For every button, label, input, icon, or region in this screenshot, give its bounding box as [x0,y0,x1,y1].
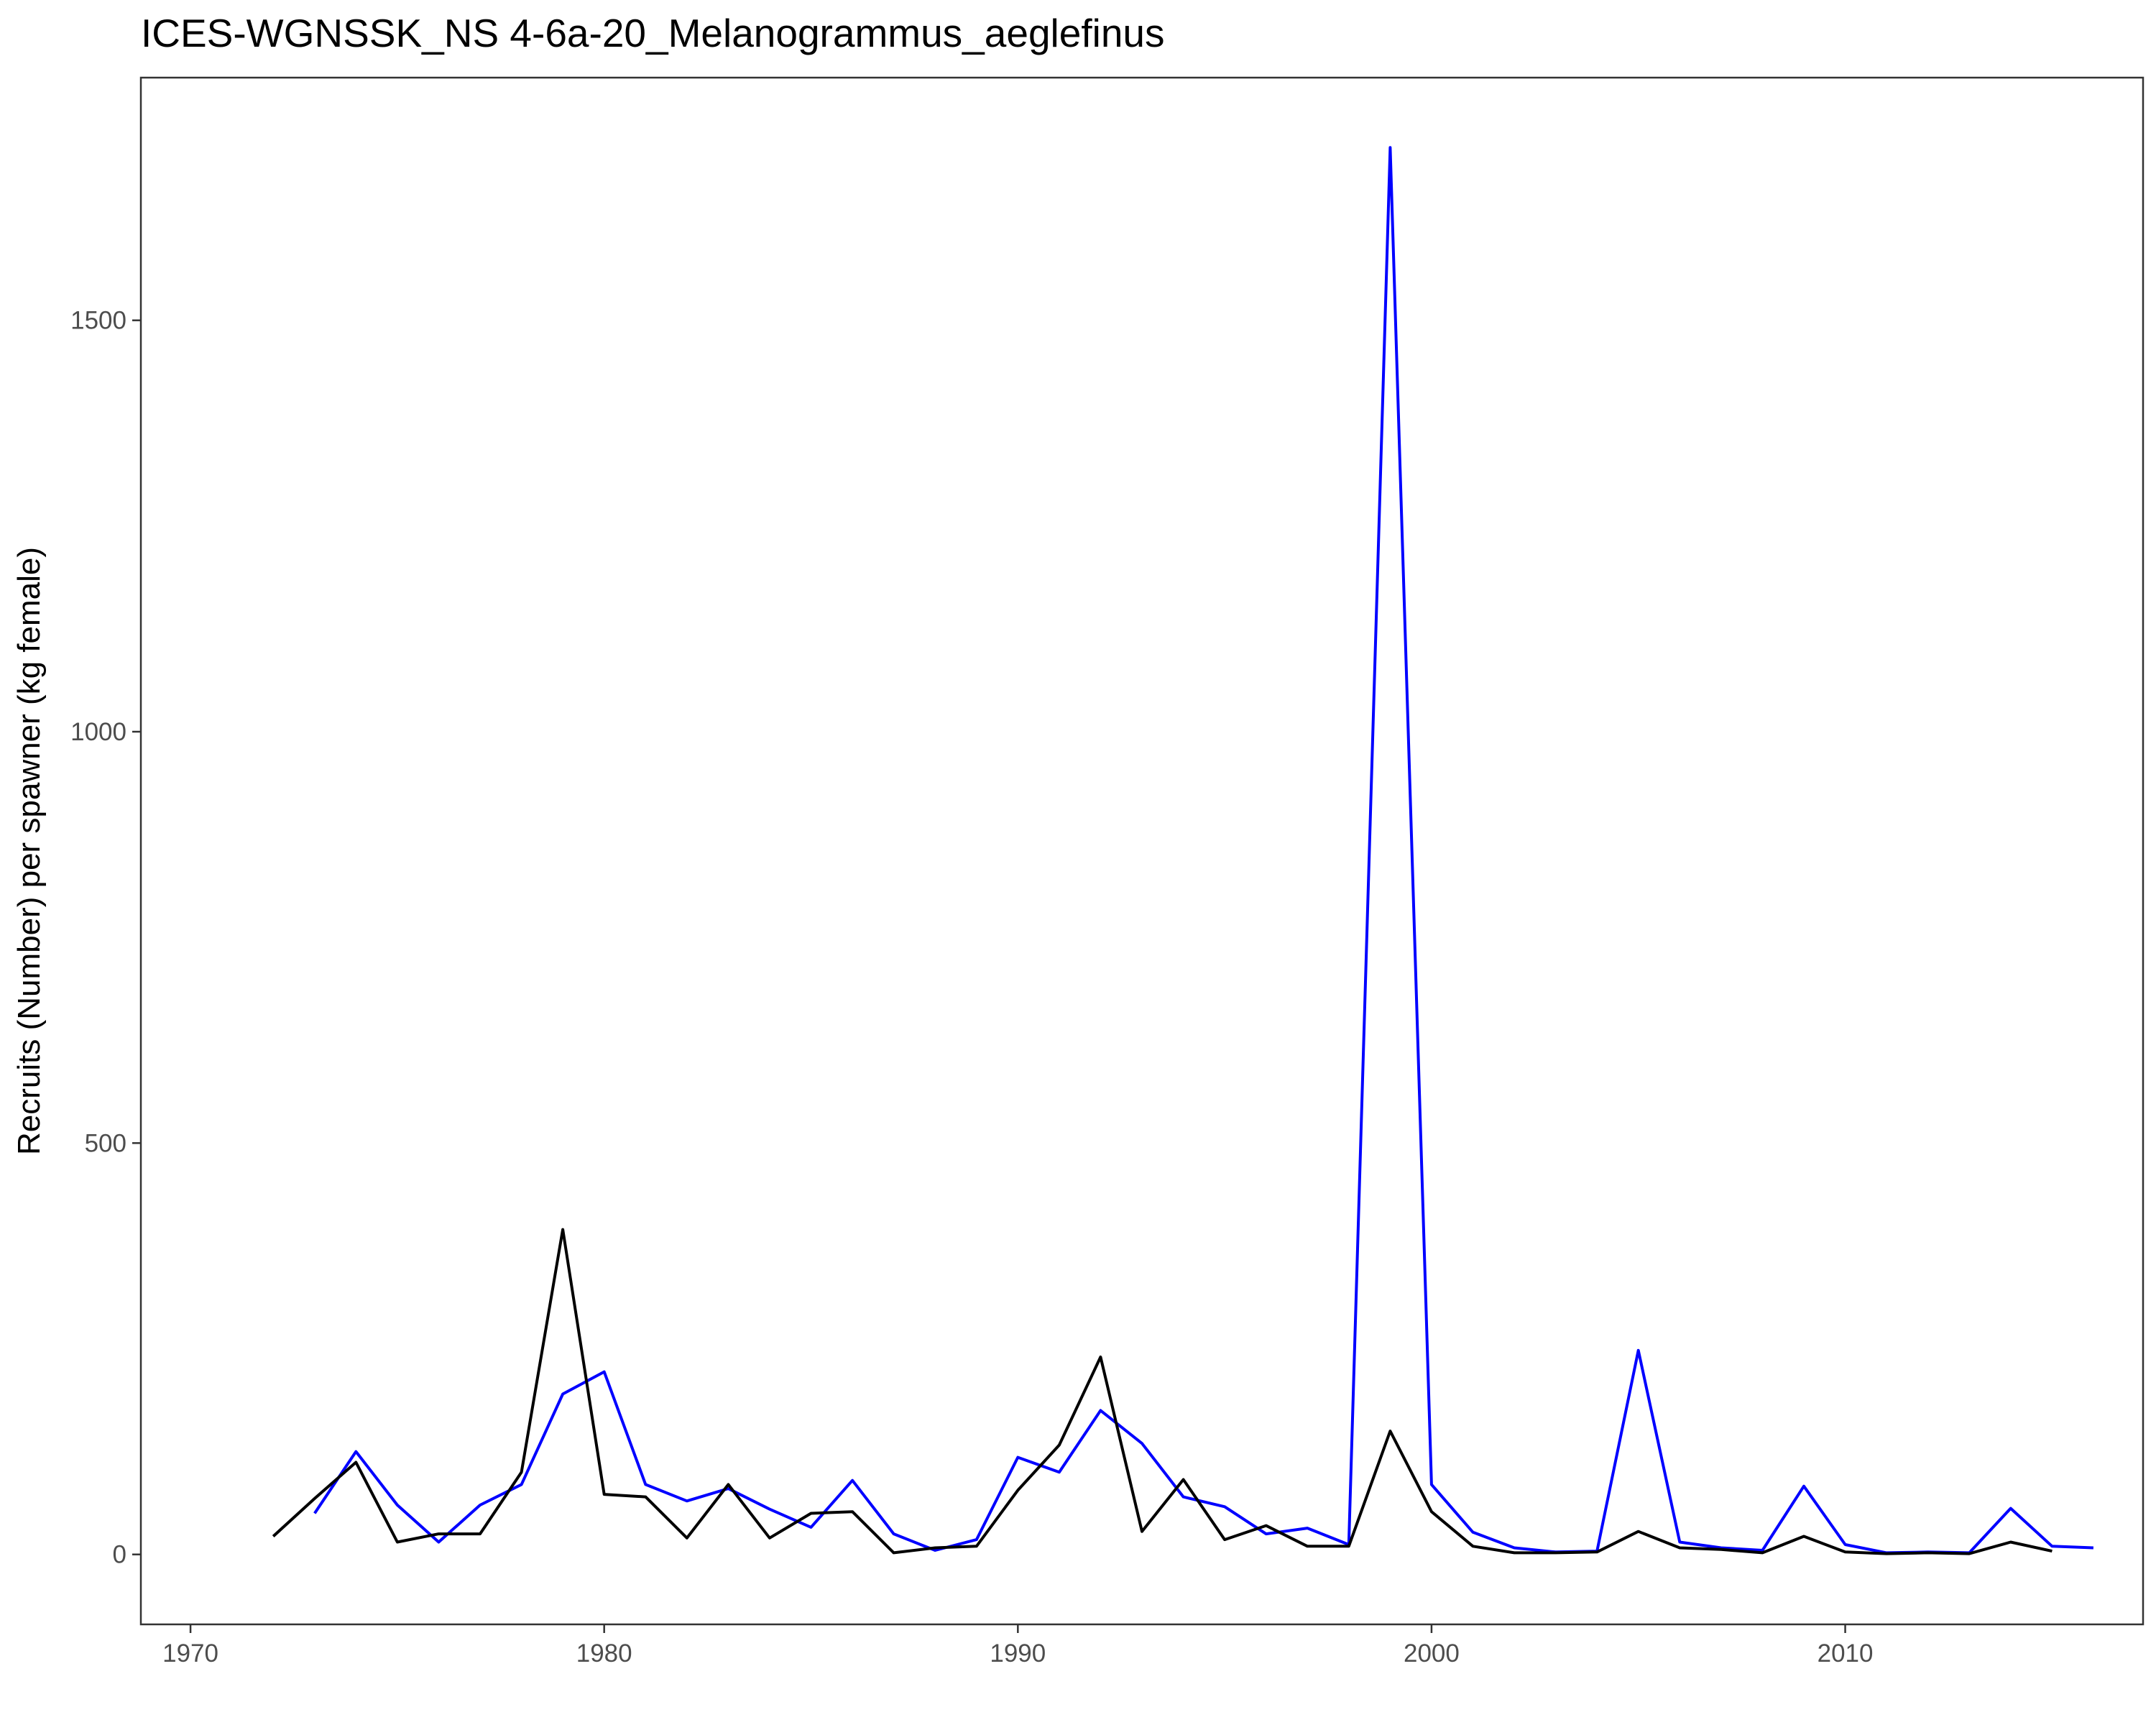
x-axis: 1970 1980 1990 2000 2010 [162,1624,1873,1668]
series-layer [272,146,2093,1555]
x-tick-label: 1980 [576,1639,632,1668]
x-tick-label: 2010 [1818,1639,1874,1668]
plot-panel [139,76,2145,1626]
y-tick-label: 1000 [70,718,126,746]
chart-title: ICES-WGNSSK_NS 4-6a-20_Melanogrammus_aeg… [141,11,1165,55]
y-tick-label: 1500 [70,307,126,335]
y-axis-title: Recruits (Number) per spawner (kg female… [11,547,47,1155]
y-tick-label: 0 [113,1541,126,1569]
series-line-2 [272,1228,2053,1555]
x-tick-label: 1970 [162,1639,218,1668]
series-line-1 [313,146,2093,1555]
x-tick-label: 1990 [990,1639,1046,1668]
y-tick-label: 500 [85,1129,126,1157]
x-tick-label: 2000 [1404,1639,1460,1668]
y-axis: 0 500 1000 1500 [70,307,141,1569]
